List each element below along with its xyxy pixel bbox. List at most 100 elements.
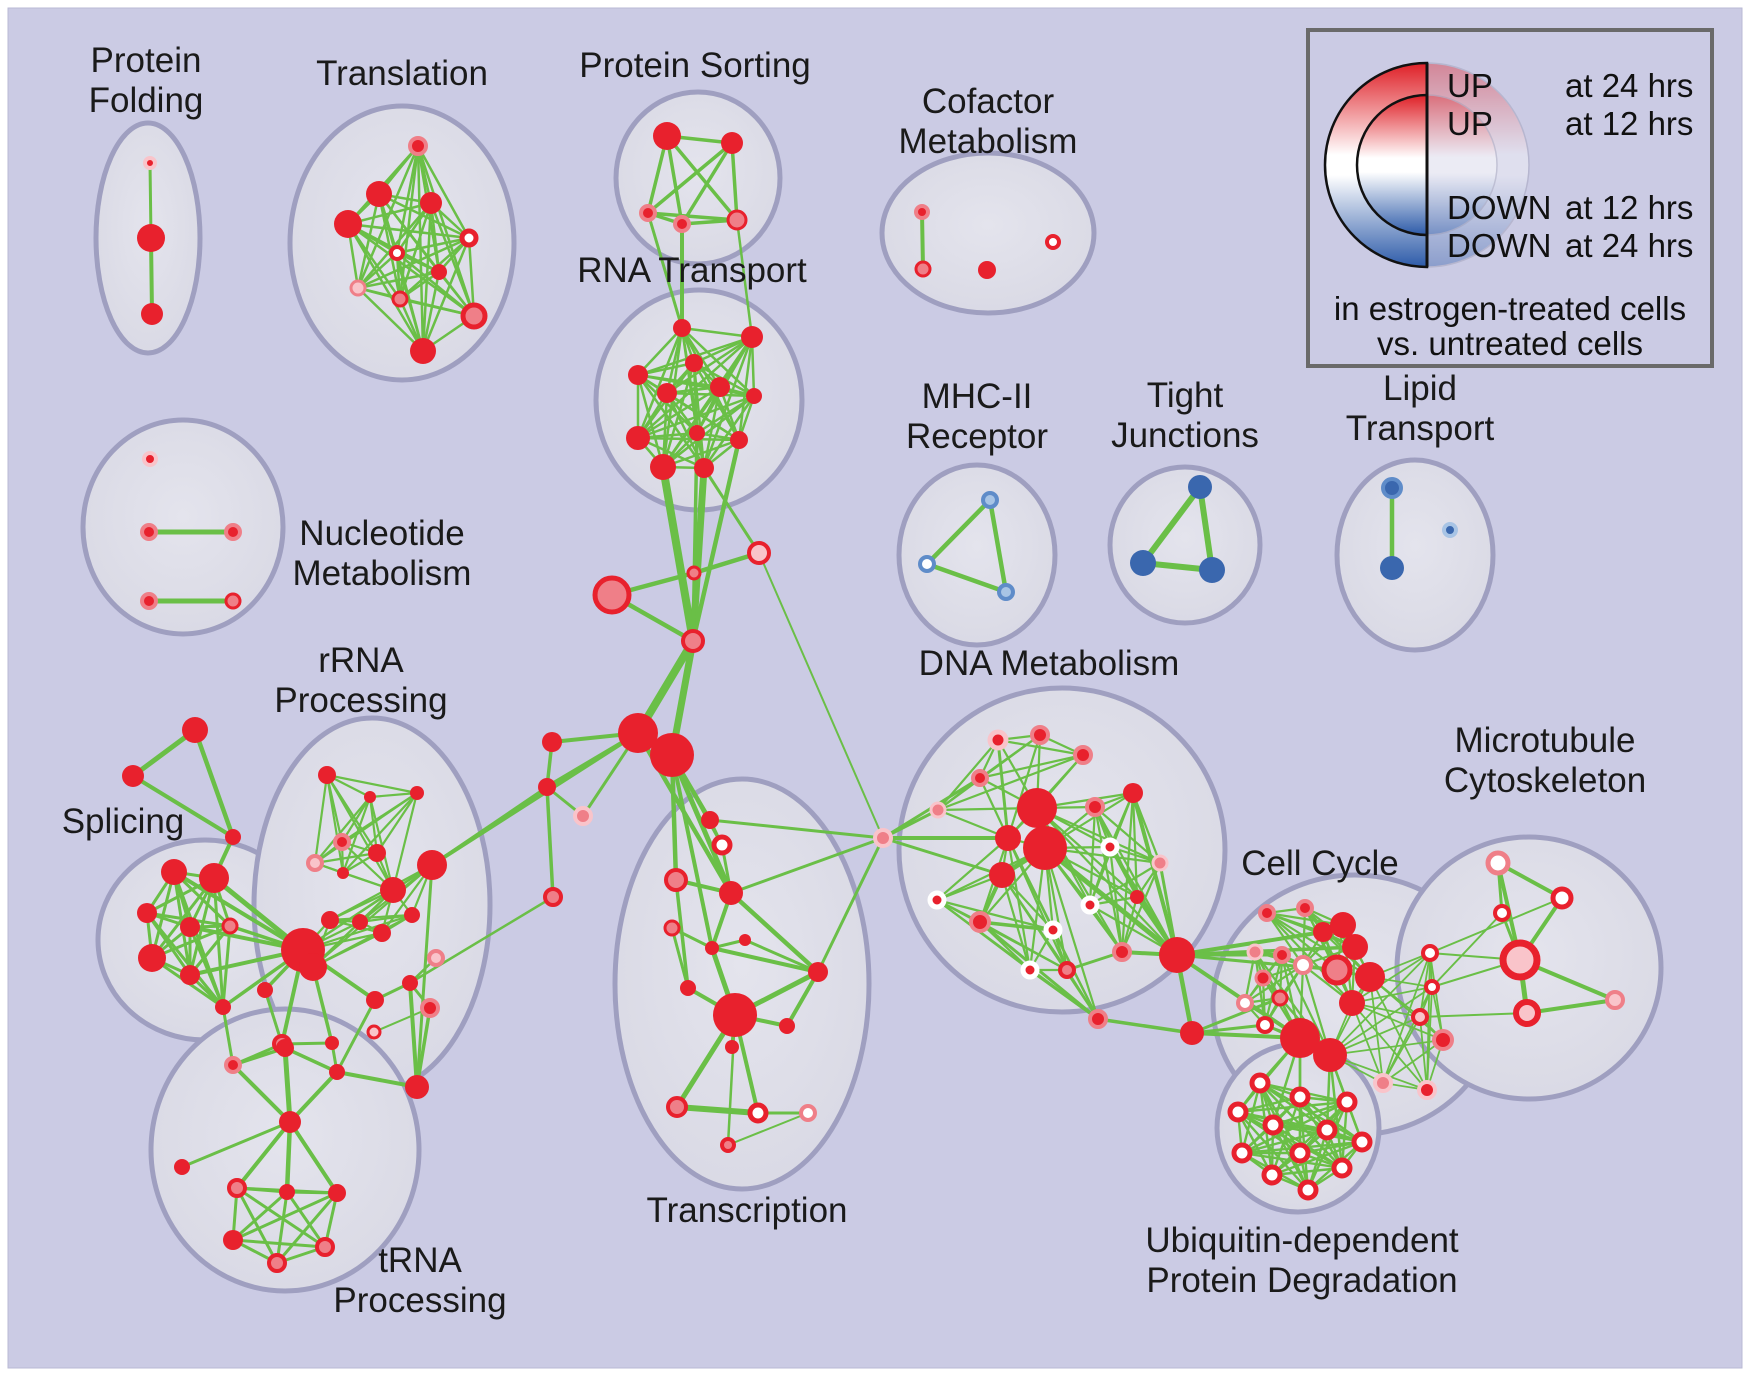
network-node (626, 426, 650, 450)
network-edge (313, 791, 419, 865)
network-node (1262, 1114, 1284, 1136)
network-node (1249, 1072, 1271, 1094)
cluster-label-lipid-transport: Lipid (1383, 369, 1457, 408)
network-edge (221, 1005, 235, 1067)
network-node (1246, 943, 1264, 961)
network-edge (408, 981, 419, 1089)
network-edge (1382, 952, 1431, 1084)
network-node (1313, 1038, 1347, 1072)
network-node (1273, 946, 1291, 964)
network-node (221, 917, 239, 935)
network-edge (646, 211, 739, 222)
legend-row-label: UP (1447, 105, 1493, 142)
network-edge (1043, 846, 1100, 1021)
network-node (459, 228, 479, 248)
network-edge (356, 236, 471, 290)
network-edge (680, 326, 754, 339)
network-edge (1035, 806, 1162, 865)
cluster-label-protein-folding: Protein (91, 41, 202, 80)
network-edge (729, 836, 885, 895)
network-node (673, 215, 691, 233)
network-node (137, 903, 157, 923)
network-node (1550, 886, 1574, 910)
network-node (1258, 904, 1276, 922)
network-node (739, 934, 751, 946)
network-edge (661, 438, 741, 469)
network-edge (636, 436, 706, 470)
network-edge (935, 898, 1055, 932)
network-node (725, 1040, 739, 1054)
network-node (681, 629, 705, 653)
cluster-ellipse-transcription (612, 776, 872, 1192)
network-node (1321, 954, 1353, 986)
network-node (969, 911, 991, 933)
network-node (543, 887, 563, 907)
network-edge (978, 753, 1085, 780)
network-edge (646, 211, 684, 330)
network-node (650, 733, 694, 777)
network-node (1355, 962, 1385, 992)
network-node (1180, 1021, 1204, 1045)
network-node (333, 833, 351, 851)
network-node (224, 1056, 242, 1074)
network-edge (368, 795, 379, 855)
network-node (427, 949, 445, 967)
network-node (1417, 1080, 1437, 1100)
cluster-label-protein-sorting: Protein Sorting (579, 46, 811, 85)
network-node (711, 834, 733, 856)
network-node (573, 806, 593, 826)
network-node (1330, 912, 1356, 938)
network-node (726, 209, 748, 231)
cluster-label-ubiquitin-degradation: Ubiquitin-dependent (1145, 1221, 1459, 1260)
network-node (224, 523, 242, 541)
network-node (142, 451, 158, 467)
legend-row-time: at 12 hrs (1565, 105, 1693, 142)
cluster-ellipse-protein-sorting (613, 89, 783, 267)
network-edge (1329, 952, 1431, 1056)
network-node (299, 953, 327, 981)
cluster-label-rna-transport: RNA Transport (577, 251, 807, 290)
cluster-label-trna-processing: tRNA (378, 1241, 462, 1280)
network-edge (708, 818, 885, 840)
network-node (352, 914, 368, 930)
network-node (987, 729, 1009, 751)
network-node (1316, 1119, 1338, 1141)
network-node (650, 454, 676, 480)
network-node (618, 713, 658, 753)
network-node (927, 890, 947, 910)
cluster-ellipse-tight-junctions (1107, 464, 1263, 626)
network-edge (325, 773, 419, 795)
cluster-label-mhc-ii-receptor: MHC-II (922, 377, 1033, 416)
network-edge (670, 926, 690, 990)
network-node (1085, 797, 1105, 817)
cluster-label-ubiquitin-degradation: Protein Degradation (1146, 1261, 1457, 1300)
network-edge (690, 437, 742, 644)
network-node (1088, 1009, 1108, 1029)
cluster-label-protein-folding: Folding (89, 81, 204, 120)
network-node (1421, 944, 1439, 962)
network-edge (288, 1120, 339, 1195)
network-edge (1051, 928, 1100, 1021)
network-edge (356, 251, 399, 290)
network-edge (311, 863, 434, 969)
network-edge (416, 144, 471, 240)
network-node (279, 1184, 295, 1200)
network-node (1296, 899, 1314, 917)
legend-row-time: at 12 hrs (1565, 189, 1693, 226)
network-node (808, 962, 828, 982)
network-edge (131, 774, 235, 839)
network-node (719, 881, 743, 905)
network-node (279, 1111, 301, 1133)
network-edge (1140, 484, 1203, 566)
network-edge (1351, 1002, 1384, 1084)
legend-circle-inner-left (1355, 93, 1429, 237)
network-node (349, 279, 367, 297)
network-node (1023, 826, 1067, 870)
cluster-ellipse-cofactor-metabolism (879, 150, 1097, 316)
network-node (410, 338, 436, 364)
cluster-label-cofactor-metabolism: Cofactor (922, 82, 1055, 121)
network-node (666, 1096, 688, 1118)
network-node (1411, 1008, 1429, 1026)
network-edge (283, 1046, 339, 1074)
network-edge (730, 141, 739, 222)
